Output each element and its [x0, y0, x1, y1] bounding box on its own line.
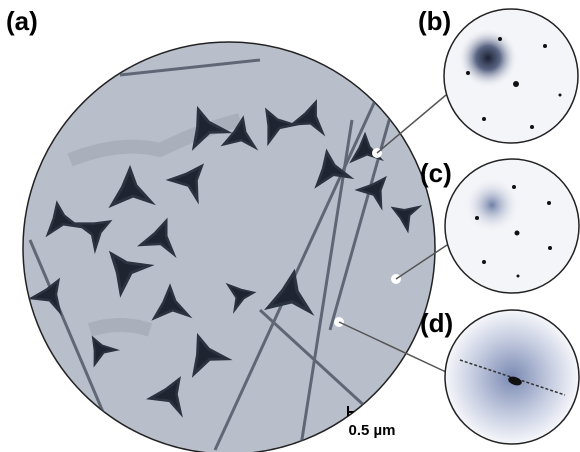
panel-label: (b) [418, 6, 451, 36]
scale-bar-label: 0.5 µm [349, 422, 396, 439]
panel-label: (d) [420, 308, 453, 338]
panel-c: (c) [420, 158, 579, 293]
panel-label: (a) [6, 6, 38, 36]
panel-d: (d) [420, 308, 579, 444]
panel-b: (b) [418, 6, 578, 143]
figure: (a) 0.5 µm (b) (c) (d) [0, 0, 580, 452]
panel-label: (c) [420, 158, 452, 188]
panel-a: (a) 0.5 µm [6, 6, 447, 452]
